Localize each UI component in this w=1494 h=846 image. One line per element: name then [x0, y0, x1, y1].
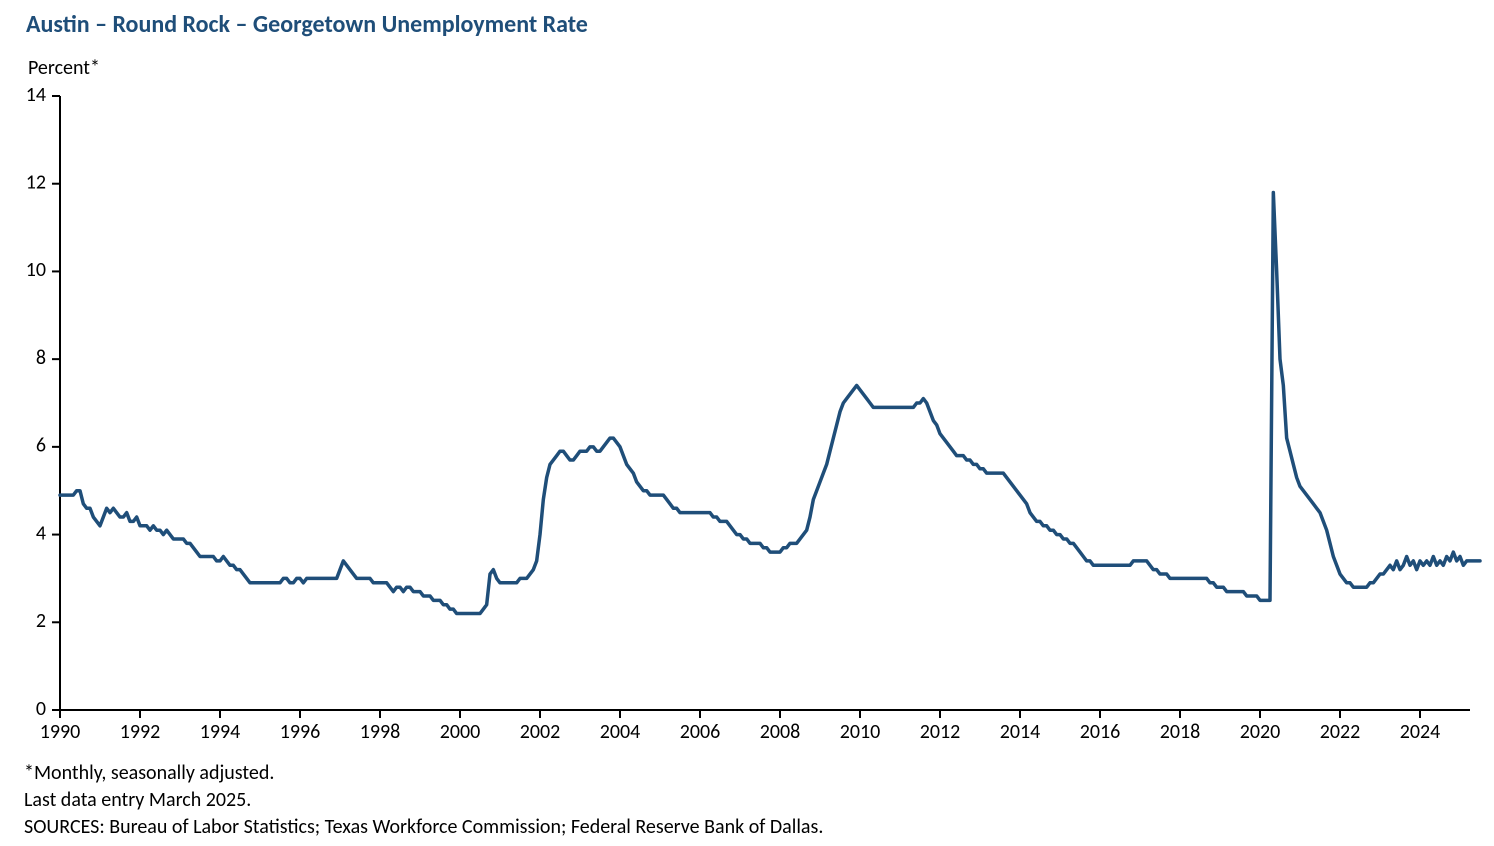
- svg-text:2: 2: [36, 609, 46, 633]
- svg-text:2024: 2024: [1400, 720, 1441, 744]
- svg-text:1994: 1994: [200, 720, 241, 744]
- svg-text:2000: 2000: [440, 720, 481, 744]
- svg-text:1996: 1996: [280, 720, 321, 744]
- chart-svg: 0 2 4 6 8 10 12 14 1990 1992 1994 1996 1998 2000 2002 2…: [0, 0, 1494, 846]
- svg-text:2014: 2014: [1000, 720, 1041, 744]
- svg-text:4: 4: [36, 521, 46, 545]
- svg-text:10: 10: [26, 258, 46, 282]
- svg-text:2002: 2002: [520, 720, 561, 744]
- footnote-2: Last data entry March 2025.: [24, 787, 823, 814]
- svg-text:2022: 2022: [1320, 720, 1361, 744]
- svg-text:2008: 2008: [760, 720, 801, 744]
- svg-text:1990: 1990: [40, 720, 81, 744]
- svg-text:1998: 1998: [360, 720, 401, 744]
- svg-text:2020: 2020: [1240, 720, 1281, 744]
- chart-container: Austin – Round Rock – Georgetown Unemplo…: [0, 0, 1494, 846]
- svg-text:2016: 2016: [1080, 720, 1121, 744]
- svg-text:2018: 2018: [1160, 720, 1201, 744]
- footnote-1: *Monthly, seasonally adjusted.: [24, 760, 823, 787]
- svg-text:2010: 2010: [840, 720, 881, 744]
- chart-footnotes: *Monthly, seasonally adjusted. Last data…: [24, 760, 823, 841]
- svg-text:2006: 2006: [680, 720, 721, 744]
- svg-text:14: 14: [26, 83, 46, 107]
- svg-text:1992: 1992: [120, 720, 161, 744]
- footnote-3: SOURCES: Bureau of Labor Statistics; Tex…: [24, 814, 823, 841]
- svg-text:2004: 2004: [600, 720, 641, 744]
- svg-text:8: 8: [36, 346, 46, 370]
- svg-text:2012: 2012: [920, 720, 961, 744]
- svg-text:12: 12: [26, 170, 46, 194]
- y-axis-title: Percent*: [28, 56, 100, 80]
- chart-title: Austin – Round Rock – Georgetown Unemplo…: [26, 10, 588, 39]
- svg-text:6: 6: [36, 434, 46, 458]
- svg-text:0: 0: [36, 697, 46, 721]
